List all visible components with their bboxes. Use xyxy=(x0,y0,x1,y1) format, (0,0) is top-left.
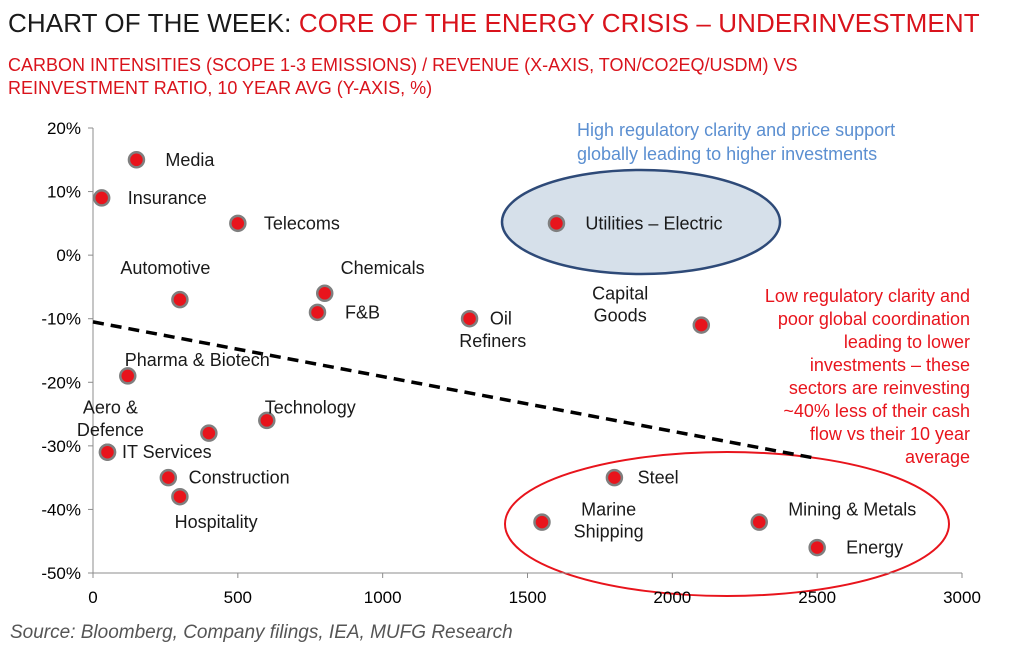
x-tick-label: 500 xyxy=(224,588,252,607)
point-label: Hospitality xyxy=(175,512,258,532)
point-label: Goods xyxy=(594,306,647,326)
point-label: Defence xyxy=(77,420,144,440)
point-label: Utilities – Electric xyxy=(585,213,722,233)
data-point xyxy=(98,443,117,461)
point-label: Construction xyxy=(189,468,290,488)
point-label: Technology xyxy=(265,398,356,418)
point-label: Shipping xyxy=(574,522,644,542)
high-clarity-note: High regulatory clarity and price suppor… xyxy=(577,120,895,164)
y-tick-label: 20% xyxy=(47,119,81,138)
y-tick-label: 0% xyxy=(56,246,81,265)
data-point xyxy=(92,189,111,207)
y-tick-label: -20% xyxy=(41,373,81,392)
data-point xyxy=(547,214,566,233)
data-points xyxy=(92,151,826,557)
x-tick-label: 2000 xyxy=(653,588,691,607)
y-tick-label: -30% xyxy=(41,437,81,456)
annotations: High regulatory clarity and price suppor… xyxy=(577,120,970,467)
point-label: Automotive xyxy=(120,258,210,278)
point-label: Pharma & Biotech xyxy=(125,350,270,370)
data-point xyxy=(171,487,189,506)
point-label: Media xyxy=(165,150,215,170)
chart-axes: 20% 10% 0% -10% -20% -30% -40% -50% 0 500 1000 1500… xyxy=(41,119,981,607)
data-point xyxy=(200,424,218,442)
highlight-ellipses xyxy=(500,168,950,597)
source-note: Source: Bloomberg, Company filings, IEA,… xyxy=(10,622,513,643)
title-accent: CORE OF THE ENERGY CRISIS – UNDERINVESTM… xyxy=(298,8,980,38)
y-tick-label: -10% xyxy=(41,310,81,329)
data-point xyxy=(258,411,276,430)
data-point xyxy=(605,468,624,487)
data-point xyxy=(750,513,768,531)
data-point xyxy=(127,151,146,169)
data-point xyxy=(692,316,711,334)
point-label: Telecoms xyxy=(264,213,340,233)
data-point xyxy=(119,367,137,385)
point-label: F&B xyxy=(345,302,380,322)
point-label: Energy xyxy=(846,538,903,558)
point-label: Chemicals xyxy=(341,258,425,278)
data-point xyxy=(533,513,551,531)
y-tick-label: 10% xyxy=(47,183,81,202)
trendline-group xyxy=(92,320,818,461)
x-tick-label: 2500 xyxy=(798,588,836,607)
data-point xyxy=(460,309,479,328)
point-label: Mining & Metals xyxy=(788,499,916,519)
x-tick-label: 0 xyxy=(88,588,97,607)
point-label: Oil xyxy=(490,309,512,329)
point-label: Steel xyxy=(638,468,679,488)
y-tick-label: -40% xyxy=(41,500,81,519)
chart-title: CHART OF THE WEEK: CORE OF THE ENERGY CR… xyxy=(8,8,980,39)
data-point xyxy=(171,290,189,309)
point-label: Aero & xyxy=(83,398,138,418)
title-lead: CHART OF THE WEEK: xyxy=(8,8,299,38)
point-label: Capital xyxy=(592,283,648,303)
x-tick-label: 1000 xyxy=(364,588,402,607)
chart-subtitle: CARBON INTENSITIES (SCOPE 1-3 EMISSIONS)… xyxy=(8,55,798,98)
data-point xyxy=(229,214,247,233)
point-labels: Media Insurance Telecoms Utilities – Electr… xyxy=(77,150,916,558)
data-point xyxy=(308,303,327,322)
point-label: IT Services xyxy=(122,442,212,462)
low-clarity-ellipse xyxy=(504,451,950,597)
trendline xyxy=(92,320,818,461)
data-point xyxy=(159,468,178,487)
high-clarity-ellipse xyxy=(500,168,782,276)
data-point xyxy=(808,538,826,557)
x-tick-label: 1500 xyxy=(509,588,547,607)
point-label: Refiners xyxy=(459,331,526,351)
point-label: Insurance xyxy=(128,188,207,208)
y-tick-label: -50% xyxy=(41,564,81,583)
point-label: Marine xyxy=(581,499,636,519)
data-point xyxy=(315,284,334,303)
x-tick-label: 3000 xyxy=(943,588,981,607)
low-clarity-note: Low regulatory clarity and poor global co… xyxy=(765,286,970,467)
